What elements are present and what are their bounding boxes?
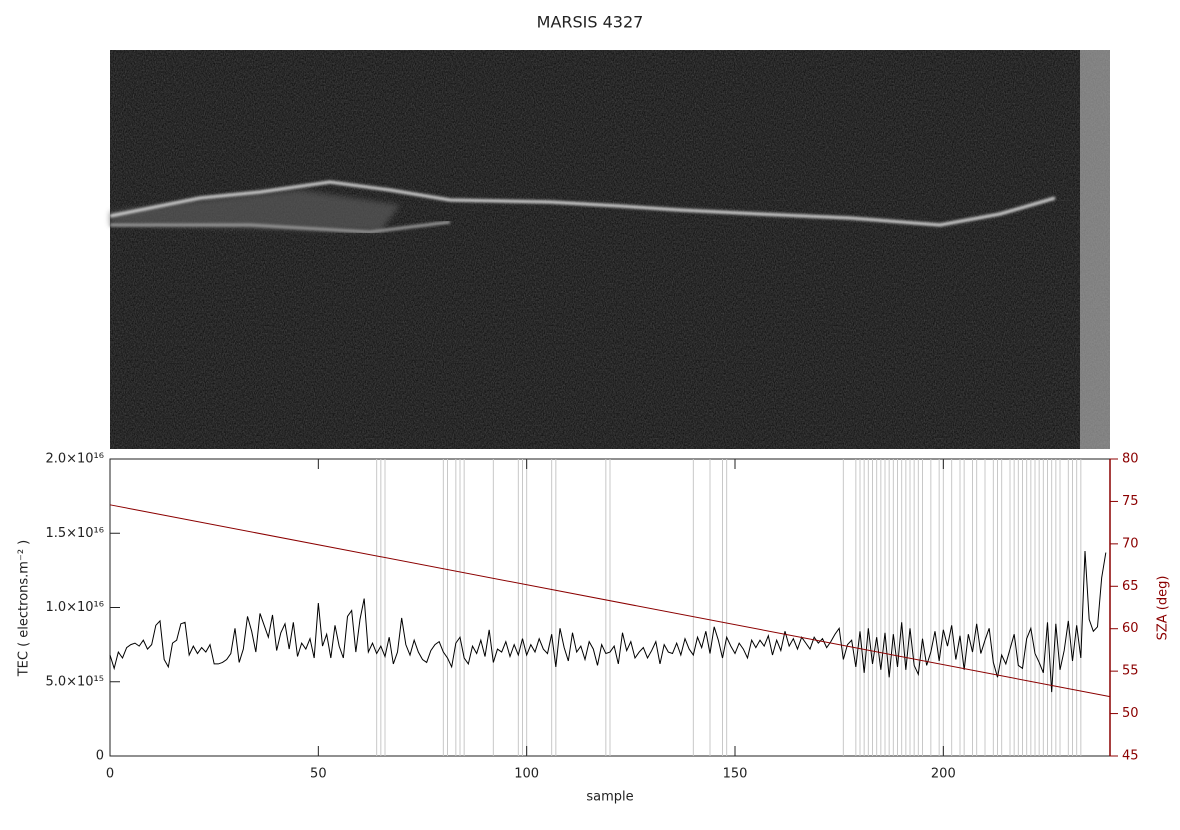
radargram-strip-noise — [1080, 50, 1110, 449]
x-tick-label: 150 — [723, 767, 748, 782]
series-line — [109, 504, 1111, 698]
echo-spread — [110, 190, 400, 232]
y2-tick-label: 70 — [1122, 536, 1139, 551]
x-tick-label: 100 — [514, 767, 539, 782]
y2-tick-label: 55 — [1122, 664, 1139, 679]
y-tick-label: 5.0×10¹⁵ — [45, 674, 104, 689]
x-tick-label: 50 — [310, 767, 327, 782]
x-axis-label: sample — [586, 790, 633, 805]
y2-tick-label: 75 — [1122, 494, 1139, 509]
surface-echo — [109, 180, 1056, 227]
radargram-noise — [110, 50, 1110, 449]
y2-tick-label: 80 — [1122, 452, 1139, 467]
plot-area — [109, 458, 1111, 757]
echo-tail — [110, 220, 451, 234]
y-tick-label: 0 — [96, 749, 104, 764]
y-axis-label: TEC ( electrons.m⁻² ) — [17, 540, 32, 678]
x-tick-label: 200 — [931, 767, 956, 782]
x-tick-label: 0 — [106, 767, 114, 782]
radargram — [109, 50, 1110, 449]
y-tick-label: 2.0×10¹⁶ — [45, 452, 104, 467]
y2-tick-label: 45 — [1122, 749, 1139, 764]
y2-axis-label: SZA (deg) — [1156, 576, 1171, 641]
y-tick-label: 1.0×10¹⁶ — [45, 600, 104, 615]
chart-title: MARSIS 4327 — [537, 13, 644, 32]
y2-tick-label: 65 — [1122, 579, 1139, 594]
y-tick-label: 1.5×10¹⁶ — [45, 526, 104, 541]
y2-tick-label: 60 — [1122, 621, 1139, 636]
series-line — [109, 551, 1107, 693]
y2-tick-label: 50 — [1122, 706, 1139, 721]
